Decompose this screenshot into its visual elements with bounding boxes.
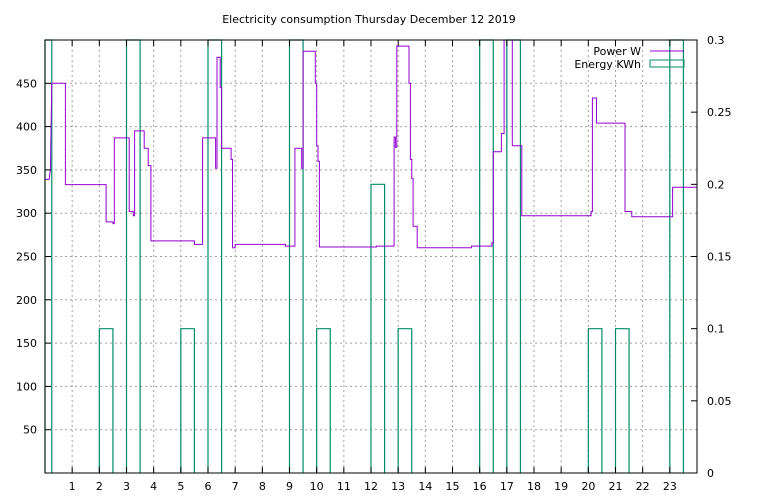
- x-tick-label: 9: [286, 480, 293, 493]
- energy-bar: [180, 328, 196, 473]
- y-left-tick-label: 100: [16, 380, 37, 393]
- y-right-tick-label: 0.15: [707, 251, 732, 264]
- x-tick-label: 21: [609, 480, 623, 493]
- legend-energy-label: Energy KWh: [574, 58, 641, 71]
- energy-bar: [125, 39, 141, 473]
- y-right-tick-label: 0.3: [707, 34, 725, 47]
- legend-power-label: Power W: [593, 45, 641, 58]
- x-tick-label: 20: [581, 480, 595, 493]
- x-tick-label: 5: [177, 480, 184, 493]
- x-tick-label: 3: [123, 480, 130, 493]
- y-left-tick-label: 50: [23, 424, 37, 437]
- y-left-tick-label: 450: [16, 77, 37, 90]
- x-tick-label: 13: [391, 480, 405, 493]
- x-tick-label: 6: [205, 480, 212, 493]
- y-right-tick-label: 0.05: [707, 395, 732, 408]
- x-tick-label: 14: [418, 480, 432, 493]
- x-tick-label: 17: [500, 480, 514, 493]
- y-right-tick-label: 0: [707, 467, 714, 480]
- x-tick-label: 11: [337, 480, 351, 493]
- x-tick-label: 19: [554, 480, 568, 493]
- x-tick-label: 1: [69, 480, 76, 493]
- legend: Power W Energy KWh: [574, 45, 685, 71]
- x-tick-label: 22: [636, 480, 650, 493]
- x-tick-label: 2: [96, 480, 103, 493]
- energy-bar: [370, 183, 386, 473]
- x-tick-label: 10: [310, 480, 324, 493]
- y-right-tick-label: 0.1: [707, 323, 725, 336]
- chart-title: Electricity consumption Thursday Decembe…: [222, 13, 516, 26]
- y-left-tick-label: 300: [16, 207, 37, 220]
- energy-bar: [506, 39, 522, 473]
- energy-bar: [316, 328, 331, 473]
- x-tick-label: 15: [446, 480, 460, 493]
- x-tick-label: 12: [364, 480, 378, 493]
- y-left-tick-label: 150: [16, 337, 37, 350]
- energy-bar: [397, 328, 413, 473]
- y-left-tick-label: 350: [16, 164, 37, 177]
- legend-energy-swatch: [649, 59, 685, 68]
- x-tick-label: 23: [663, 480, 677, 493]
- x-tick-label: 18: [527, 480, 541, 493]
- y-right-tick-label: 0.2: [707, 178, 725, 191]
- energy-bar: [614, 328, 630, 473]
- y-left-tick-label: 400: [16, 121, 37, 134]
- y-right-tick-label: 0.25: [707, 106, 732, 119]
- energy-bar: [587, 328, 603, 473]
- x-tick-label: 16: [473, 480, 487, 493]
- axis-ticks: 1 2 3 4 5 6 7 8 9 10 11 12 13 14 15 16 17 18 19 20 21 22 23501…: [16, 34, 732, 493]
- x-tick-label: 8: [259, 480, 266, 493]
- x-tick-label: 4: [150, 480, 157, 493]
- y-left-tick-label: 250: [16, 251, 37, 264]
- energy-bar: [98, 328, 114, 473]
- y-left-tick-label: 200: [16, 294, 37, 307]
- x-tick-label: 7: [232, 480, 239, 493]
